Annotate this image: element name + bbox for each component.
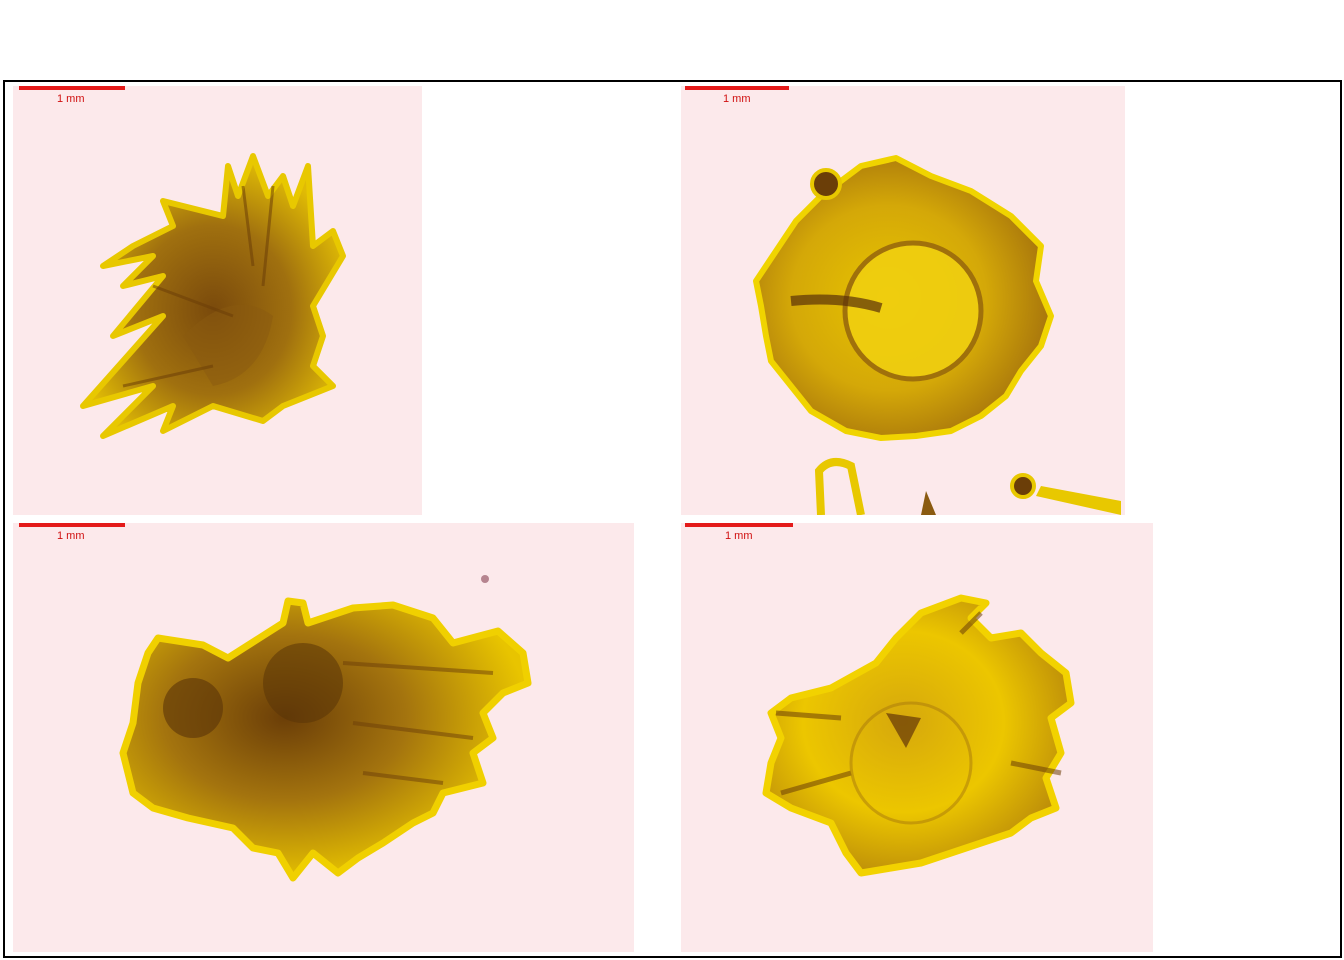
scale-bar xyxy=(19,523,125,527)
scale-label: 1 mm xyxy=(57,93,85,105)
micrograph-panel-bottom-left: 1 mm xyxy=(13,523,634,952)
figure-frame: 1 mm 1 mm xyxy=(3,80,1342,958)
scale-bar xyxy=(19,86,125,90)
scale-label: 1 mm xyxy=(725,530,753,542)
micrograph-panel-top-right: 1 mm xyxy=(681,86,1125,515)
scale-bar xyxy=(685,523,793,527)
micrograph-panel-bottom-right: 1 mm xyxy=(681,523,1153,952)
scale-label: 1 mm xyxy=(57,530,85,542)
specimen-image xyxy=(753,155,1121,515)
specimen-image xyxy=(80,153,346,439)
micrograph-panel-top-left: 1 mm xyxy=(13,86,422,515)
scale-bar xyxy=(685,86,789,90)
scale-label: 1 mm xyxy=(723,93,751,105)
specimen-image xyxy=(119,575,532,882)
specimen-image xyxy=(762,594,1075,877)
